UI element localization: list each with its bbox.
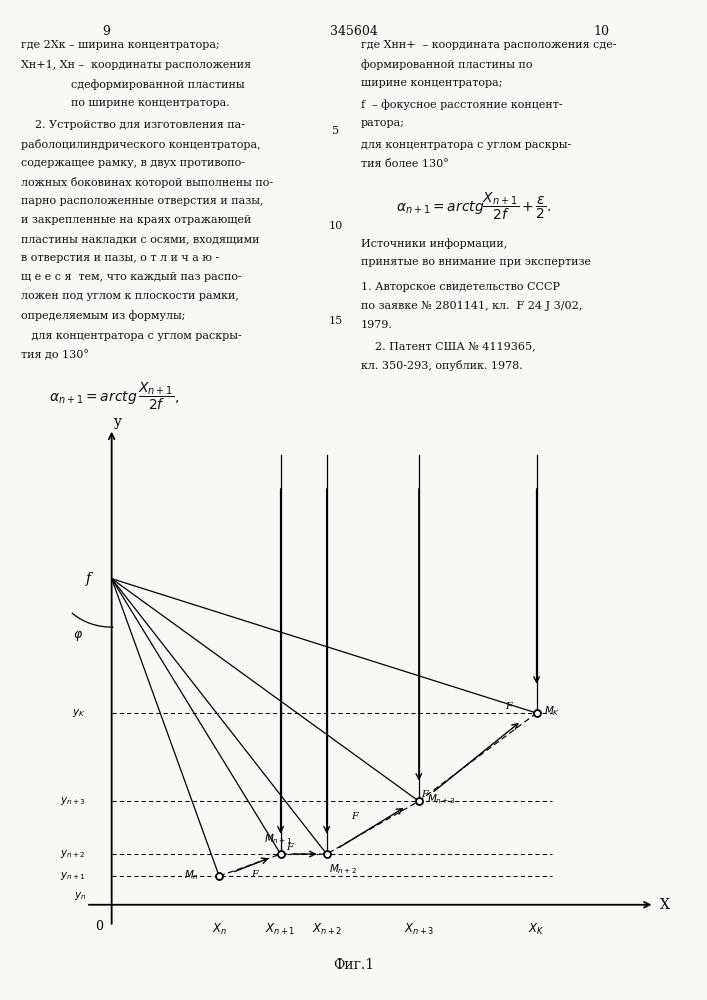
Text: определяемым из формулы;: определяемым из формулы; [21, 310, 186, 321]
Text: $y_K$: $y_K$ [72, 707, 86, 719]
Text: 5: 5 [332, 126, 339, 136]
Text: $M_{n+3}$: $M_{n+3}$ [426, 792, 455, 806]
Text: где Xнн+  – координата расположения сде-: где Xнн+ – координата расположения сде- [361, 40, 616, 50]
Text: 9: 9 [102, 25, 110, 38]
Text: X: X [660, 898, 670, 912]
Text: $y_n$: $y_n$ [74, 890, 86, 902]
Text: 15: 15 [329, 316, 343, 326]
Text: в отверстия и пазы, о т л и ч а ю -: в отверстия и пазы, о т л и ч а ю - [21, 253, 219, 263]
Text: по заявке № 2801141, кл.  F 24 J 3/02,: по заявке № 2801141, кл. F 24 J 3/02, [361, 301, 582, 311]
Text: щ е е с я  тем, что каждый паз распо-: щ е е с я тем, что каждый паз распо- [21, 272, 242, 282]
Text: $\alpha_{n+1}=arctg\dfrac{X_{n+1}}{2\mathit{f}}+\dfrac{\varepsilon}{2}.$: $\alpha_{n+1}=arctg\dfrac{X_{n+1}}{2\mat… [396, 190, 551, 222]
Text: для концентратора с углом раскры-: для концентратора с углом раскры- [21, 331, 242, 341]
Text: пластины накладки с осями, входящими: пластины накладки с осями, входящими [21, 234, 259, 244]
Text: сдеформированной пластины: сдеформированной пластины [71, 79, 245, 90]
Text: 345604: 345604 [329, 25, 378, 38]
Text: $X_{n+3}$: $X_{n+3}$ [404, 922, 434, 937]
Text: $X_{n+1}$: $X_{n+1}$ [265, 922, 296, 937]
Text: y: y [115, 415, 122, 429]
Text: F: F [252, 870, 258, 879]
Text: 1979.: 1979. [361, 320, 392, 330]
Text: $\alpha_{n+1}=arctg\,\dfrac{X_{n+1}}{2f},$: $\alpha_{n+1}=arctg\,\dfrac{X_{n+1}}{2f}… [49, 380, 180, 412]
Text: и закрепленные на краях отражающей: и закрепленные на краях отражающей [21, 215, 252, 225]
Text: 10: 10 [329, 221, 343, 231]
Text: принятые во внимание при экспертизе: принятые во внимание при экспертизе [361, 257, 590, 267]
Text: ширине концентратора;: ширине концентратора; [361, 78, 502, 88]
Text: f: f [86, 572, 91, 586]
Text: $y_{n+1}$: $y_{n+1}$ [60, 870, 86, 882]
Text: где 2Xк – ширина концентратора;: где 2Xк – ширина концентратора; [21, 40, 220, 50]
Text: 10: 10 [593, 25, 609, 38]
Text: раболоцилиндрического концентратора,: раболоцилиндрического концентратора, [21, 139, 261, 150]
Text: содержащее рамку, в двух противопо-: содержащее рамку, в двух противопо- [21, 158, 245, 168]
Text: $M_{n+1}$: $M_{n+1}$ [264, 832, 292, 846]
Text: F: F [421, 790, 428, 799]
Text: F: F [286, 843, 293, 852]
Text: для концентратора с углом раскры-: для концентратора с углом раскры- [361, 140, 571, 150]
Text: $X_n$: $X_n$ [211, 922, 227, 937]
Text: ложен под углом к плоскости рамки,: ложен под углом к плоскости рамки, [21, 291, 239, 301]
Text: $M_n$: $M_n$ [184, 868, 199, 882]
Text: ложных боковинах которой выполнены по-: ложных боковинах которой выполнены по- [21, 177, 274, 188]
Text: кл. 350-293, опублик. 1978.: кл. 350-293, опублик. 1978. [361, 360, 522, 371]
Text: ратора;: ратора; [361, 118, 404, 128]
Text: формированной пластины по: формированной пластины по [361, 59, 532, 70]
Text: $M_K$: $M_K$ [544, 704, 561, 718]
Text: 2. Патент США № 4119365,: 2. Патент США № 4119365, [361, 341, 535, 351]
Text: тия более 130°: тия более 130° [361, 159, 448, 169]
Text: тия до 130°: тия до 130° [21, 350, 89, 360]
Text: $M_{n+2}$: $M_{n+2}$ [329, 862, 358, 876]
Text: Xн+1, Xн –  координаты расположения: Xн+1, Xн – координаты расположения [21, 60, 251, 70]
Text: f  – фокусное расстояние концент-: f – фокусное расстояние концент- [361, 99, 562, 110]
Text: $y_{n+3}$: $y_{n+3}$ [60, 795, 86, 807]
Text: $y_{n+2}$: $y_{n+2}$ [60, 848, 86, 860]
Text: 2. Устройство для изготовления па-: 2. Устройство для изготовления па- [21, 120, 245, 130]
Text: $\varphi$: $\varphi$ [74, 629, 83, 643]
Text: Источники информации,: Источники информации, [361, 238, 507, 249]
Text: $X_{n+2}$: $X_{n+2}$ [312, 922, 341, 937]
Text: $X_K$: $X_K$ [528, 922, 545, 937]
Text: F: F [505, 702, 512, 711]
Text: по ширине концентратора.: по ширине концентратора. [71, 98, 230, 108]
Text: парно расположенные отверстия и пазы,: парно расположенные отверстия и пазы, [21, 196, 264, 206]
Text: 0: 0 [95, 920, 103, 933]
Text: Фиг.1: Фиг.1 [333, 958, 374, 972]
Text: F: F [351, 812, 358, 821]
Text: 1. Авторское свидетельство СССР: 1. Авторское свидетельство СССР [361, 282, 559, 292]
